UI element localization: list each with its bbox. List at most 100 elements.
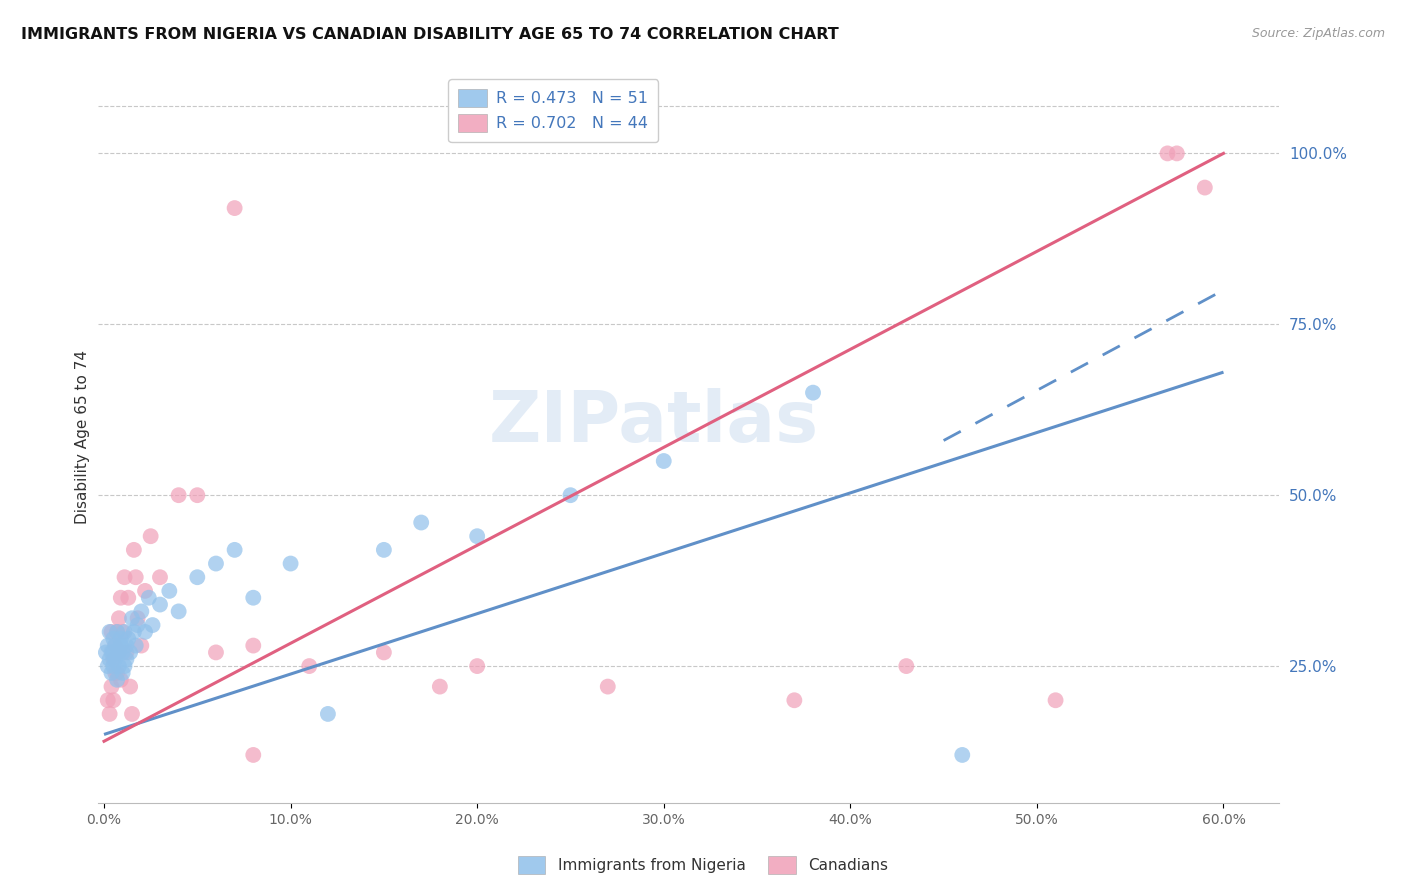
Point <box>373 645 395 659</box>
Point <box>131 639 153 653</box>
Point <box>120 645 142 659</box>
Point <box>186 570 208 584</box>
Point <box>110 639 132 653</box>
Point <box>1156 146 1178 161</box>
Point <box>1045 693 1067 707</box>
Point <box>186 488 208 502</box>
Point <box>122 542 145 557</box>
Point <box>114 659 136 673</box>
Legend: Immigrants from Nigeria, Canadians: Immigrants from Nigeria, Canadians <box>512 850 894 880</box>
Point <box>117 591 139 605</box>
Point <box>896 659 918 673</box>
Point <box>205 557 228 571</box>
Point <box>242 591 264 605</box>
Point <box>105 624 128 639</box>
Point <box>110 673 132 687</box>
Point <box>104 652 127 666</box>
Point <box>104 639 127 653</box>
Point <box>105 665 128 680</box>
Point <box>98 652 121 666</box>
Point <box>411 516 433 530</box>
Point <box>242 639 264 653</box>
Point <box>224 201 246 215</box>
Point <box>560 488 582 502</box>
Text: ZIPatlas: ZIPatlas <box>488 388 818 457</box>
Point <box>205 645 228 659</box>
Text: Source: ZipAtlas.com: Source: ZipAtlas.com <box>1251 27 1385 40</box>
Point <box>104 639 127 653</box>
Point <box>1194 180 1216 194</box>
Point <box>100 680 122 694</box>
Point <box>316 706 339 721</box>
Point <box>108 645 131 659</box>
Point <box>139 529 162 543</box>
Point <box>111 665 134 680</box>
Point <box>108 611 131 625</box>
Point <box>110 632 132 646</box>
Y-axis label: Disability Age 65 to 74: Disability Age 65 to 74 <box>75 350 90 524</box>
Point <box>97 693 120 707</box>
Point <box>105 624 128 639</box>
Point <box>121 706 143 721</box>
Point <box>98 624 121 639</box>
Point <box>167 604 190 618</box>
Point <box>125 639 148 653</box>
Text: IMMIGRANTS FROM NIGERIA VS CANADIAN DISABILITY AGE 65 TO 74 CORRELATION CHART: IMMIGRANTS FROM NIGERIA VS CANADIAN DISA… <box>21 27 839 42</box>
Point <box>115 652 138 666</box>
Point <box>429 680 451 694</box>
Point <box>103 693 125 707</box>
Point <box>98 706 121 721</box>
Point <box>149 598 172 612</box>
Point <box>1166 146 1188 161</box>
Point <box>157 583 180 598</box>
Point <box>110 591 132 605</box>
Point <box>801 385 824 400</box>
Point <box>100 645 122 659</box>
Point <box>950 747 973 762</box>
Point <box>134 583 156 598</box>
Point <box>114 570 136 584</box>
Point <box>105 645 128 659</box>
Point <box>242 747 264 762</box>
Point <box>117 632 139 646</box>
Point <box>103 632 125 646</box>
Point <box>111 645 134 659</box>
Point <box>105 673 128 687</box>
Point <box>465 529 488 543</box>
Point <box>127 618 149 632</box>
Point <box>122 624 145 639</box>
Point <box>103 652 125 666</box>
Point <box>127 611 149 625</box>
Point <box>120 680 142 694</box>
Point <box>138 591 160 605</box>
Point <box>94 645 117 659</box>
Point <box>783 693 806 707</box>
Point <box>131 604 153 618</box>
Point <box>97 659 120 673</box>
Point <box>103 659 125 673</box>
Point <box>465 659 488 673</box>
Point <box>149 570 172 584</box>
Point <box>111 624 134 639</box>
Point <box>97 639 120 653</box>
Point <box>100 624 122 639</box>
Point <box>134 624 156 639</box>
Point <box>596 680 619 694</box>
Point <box>121 611 143 625</box>
Point <box>141 618 163 632</box>
Point <box>652 454 675 468</box>
Point <box>125 570 148 584</box>
Legend: R = 0.473   N = 51, R = 0.702   N = 44: R = 0.473 N = 51, R = 0.702 N = 44 <box>449 79 658 142</box>
Point <box>104 665 127 680</box>
Point <box>280 557 302 571</box>
Point <box>108 645 131 659</box>
Point <box>298 659 321 673</box>
Point <box>114 624 136 639</box>
Point <box>108 659 131 673</box>
Point <box>167 488 190 502</box>
Point <box>103 645 125 659</box>
Point <box>115 645 138 659</box>
Point <box>115 639 138 653</box>
Point <box>224 542 246 557</box>
Point <box>373 542 395 557</box>
